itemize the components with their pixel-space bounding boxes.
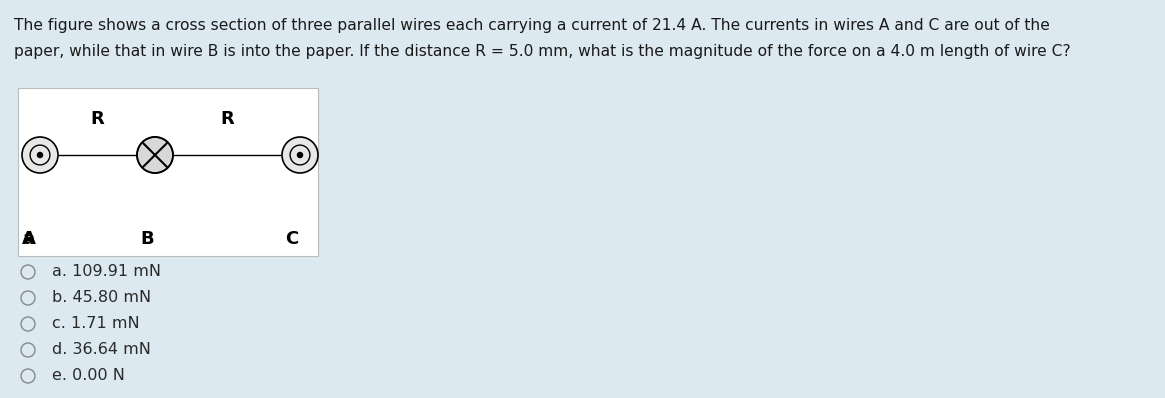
Circle shape [22, 137, 58, 173]
Circle shape [30, 145, 50, 165]
Text: R: R [90, 110, 104, 128]
Text: paper, while that in wire B is into the paper. If the distance R = 5.0 mm, what : paper, while that in wire B is into the … [14, 44, 1071, 59]
Text: C: C [285, 230, 298, 248]
Text: a: a [22, 230, 34, 248]
Bar [17, 88, 318, 256]
Circle shape [297, 152, 303, 158]
Text: d. 36.64 mN: d. 36.64 mN [52, 343, 151, 357]
Text: The figure shows a cross section of three parallel wires each carrying a current: The figure shows a cross section of thre… [14, 18, 1050, 33]
Text: R: R [220, 110, 234, 128]
Circle shape [290, 145, 310, 165]
Text: A: A [22, 230, 36, 248]
Text: B: B [140, 230, 154, 248]
Text: e. 0.00 N: e. 0.00 N [52, 369, 125, 384]
Circle shape [282, 137, 318, 173]
Text: c. 1.71 mN: c. 1.71 mN [52, 316, 140, 332]
Text: a. 109.91 mN: a. 109.91 mN [52, 265, 161, 279]
Circle shape [37, 152, 43, 158]
Circle shape [137, 137, 172, 173]
Text: b. 45.80 mN: b. 45.80 mN [52, 291, 151, 306]
